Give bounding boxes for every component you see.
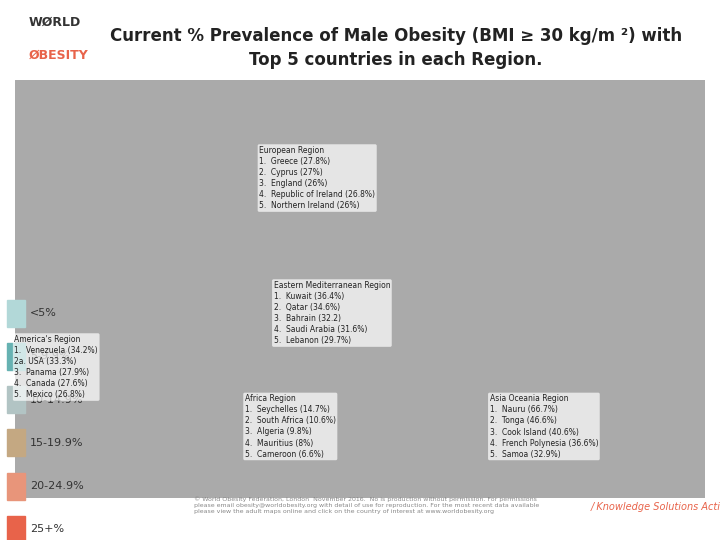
Text: / Knowledge Solutions Action: / Knowledge Solutions Action (590, 502, 720, 512)
Text: Current % Prevalence of Male Obesity (BMI ≥ 30 kg/m ²) with
Top 5 countries in e: Current % Prevalence of Male Obesity (BM… (110, 27, 682, 69)
Text: European Region
1.  Greece (27.8%)
2.  Cyprus (27%)
3.  England (26%)
4.  Republ: European Region 1. Greece (27.8%) 2. Cyp… (259, 146, 375, 210)
Text: 20-24.9%: 20-24.9% (30, 481, 84, 491)
Text: 15-19.9%: 15-19.9% (30, 438, 84, 448)
Text: ØBESITY: ØBESITY (29, 49, 89, 62)
Text: © World Obesity Federation, London  November 2016.  No is production without per: © World Obesity Federation, London Novem… (194, 497, 540, 514)
Text: Asia Oceania Region
1.  Nauru (66.7%)
2.  Tonga (46.6%)
3.  Cook Island (40.6%)
: Asia Oceania Region 1. Nauru (66.7%) 2. … (490, 394, 598, 458)
Text: <5%: <5% (30, 308, 57, 318)
Text: WØRLD: WØRLD (29, 16, 81, 29)
Text: 10-14.9%: 10-14.9% (30, 395, 84, 404)
Text: Africa Region
1.  Seychelles (14.7%)
2.  South Africa (10.6%)
3.  Algeria (9.8%): Africa Region 1. Seychelles (14.7%) 2. S… (245, 394, 336, 458)
Text: Eastern Mediterranean Region
1.  Kuwait (36.4%)
2.  Qatar (34.6%)
3.  Bahrain (3: Eastern Mediterranean Region 1. Kuwait (… (274, 281, 390, 345)
Text: 25+%: 25+% (30, 524, 64, 534)
Text: 5-9.9%: 5-9.9% (30, 352, 70, 361)
Text: America's Region
1.  Venezuela (34.2%)
2a. USA (33.3%)
3.  Panama (27.9%)
4.  Ca: America's Region 1. Venezuela (34.2%) 2a… (14, 335, 98, 399)
